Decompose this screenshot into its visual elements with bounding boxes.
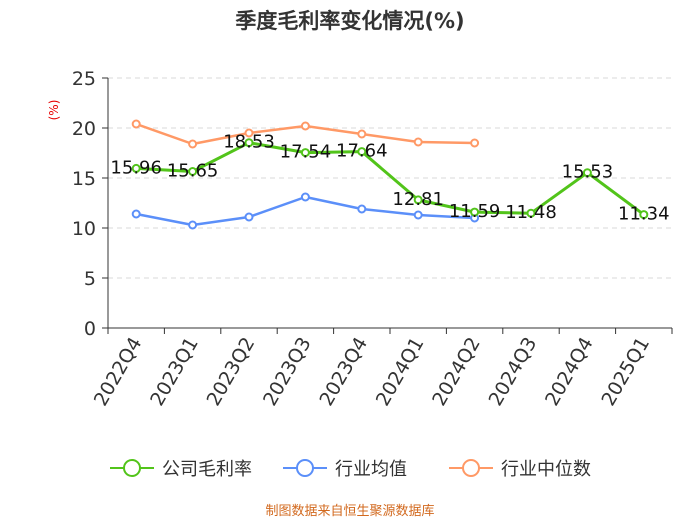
source-note: 制图数据来自恒生聚源数据库 <box>265 503 434 519</box>
data-point <box>639 210 649 220</box>
data-label: 11.34 <box>618 204 670 225</box>
x-tick-label: 2025Q1 <box>597 334 654 410</box>
legend-marker <box>123 459 141 477</box>
data-point <box>470 138 480 148</box>
data-label: 12.81 <box>392 189 444 210</box>
series-1 <box>131 192 480 230</box>
x-tick-label: 2024Q4 <box>541 334 598 410</box>
legend-label: 公司毛利率 <box>162 459 252 480</box>
data-label: 11.48 <box>505 202 557 223</box>
y-tick-label: 25 <box>72 68 96 90</box>
data-point <box>244 128 254 138</box>
x-tick-label: 2022Q4 <box>90 334 147 410</box>
series-layer <box>131 119 649 230</box>
data-label: 15.65 <box>167 161 219 182</box>
legend-marker <box>462 459 480 477</box>
series-line <box>136 141 645 216</box>
data-label: 17.54 <box>280 142 332 163</box>
legend-label: 行业中位数 <box>501 459 591 480</box>
x-tick-label: 2024Q2 <box>428 333 485 409</box>
data-point <box>300 192 310 202</box>
series-0 <box>131 138 649 220</box>
x-tick-label: 2023Q1 <box>146 334 203 410</box>
legend-item-0: 公司毛利率 <box>110 459 252 480</box>
data-point <box>244 212 254 222</box>
data-point <box>357 147 367 157</box>
data-label: 15.53 <box>562 162 614 183</box>
y-tick-label: 20 <box>72 118 96 140</box>
data-label: 17.64 <box>336 141 388 162</box>
y-tick-label: 5 <box>84 268 96 290</box>
data-point <box>131 163 141 173</box>
data-point <box>244 138 254 148</box>
grid-lines <box>108 77 672 279</box>
axes: 0 5 10 15 20 25 2022Q4 2023Q1 2023Q2 2023Q3 2023Q4… <box>72 68 673 410</box>
legend-label: 行业均值 <box>335 459 407 480</box>
data-point <box>413 137 423 147</box>
legend: 公司毛利率 行业均值 行业中位数 <box>110 459 591 480</box>
x-tick-label: 2023Q4 <box>315 334 372 410</box>
x-tick-label: 2023Q3 <box>259 334 316 410</box>
data-point <box>188 220 198 230</box>
data-point <box>357 204 367 214</box>
data-point <box>300 148 310 158</box>
data-point <box>413 195 423 205</box>
series-2 <box>131 119 480 149</box>
data-point <box>413 210 423 220</box>
data-point <box>188 139 198 149</box>
chart-title: 季度毛利率变化情况(%) <box>235 9 464 33</box>
data-label: 15.96 <box>110 157 162 178</box>
data-label: 11.59 <box>449 201 501 222</box>
data-point <box>357 129 367 139</box>
x-tick-label: 2024Q3 <box>485 334 542 410</box>
data-point <box>470 207 480 217</box>
y-axis-unit: (%) <box>47 100 61 121</box>
data-point <box>526 208 536 218</box>
x-tick-label: 2023Q2 <box>203 334 260 410</box>
y-tick-label: 0 <box>84 318 96 340</box>
data-point <box>300 121 310 131</box>
data-point <box>188 167 198 176</box>
legend-item-1: 行业均值 <box>283 459 407 480</box>
legend-item-2: 行业中位数 <box>449 459 591 480</box>
data-point <box>131 209 141 219</box>
y-tick-label: 10 <box>72 218 96 240</box>
legend-marker <box>296 459 314 477</box>
y-tick-label: 15 <box>72 168 96 190</box>
data-point <box>582 168 592 178</box>
data-point <box>131 119 141 129</box>
x-tick-label: 2024Q1 <box>372 334 429 410</box>
data-label: 18.53 <box>223 132 275 153</box>
